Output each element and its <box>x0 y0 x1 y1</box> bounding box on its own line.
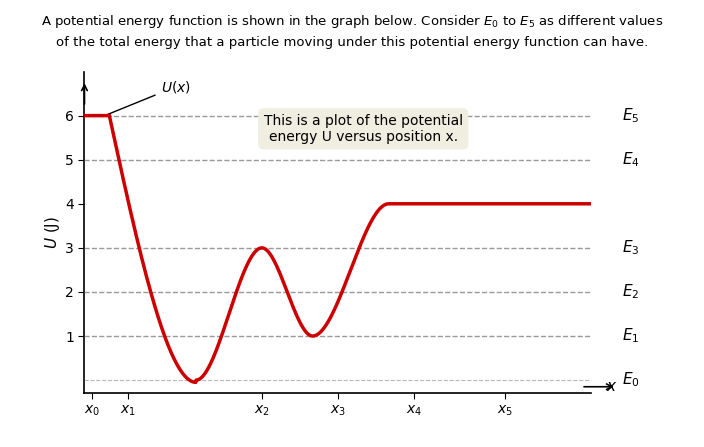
Text: of the total energy that a particle moving under this potential energy function : of the total energy that a particle movi… <box>56 36 648 49</box>
Text: $E_2$: $E_2$ <box>622 283 639 301</box>
Text: This is a plot of the potential
energy U versus position x.: This is a plot of the potential energy U… <box>264 114 463 144</box>
Text: $x$: $x$ <box>606 379 617 394</box>
Text: $U(x)$: $U(x)$ <box>107 79 191 114</box>
Text: $E_4$: $E_4$ <box>622 150 639 169</box>
Text: $E_3$: $E_3$ <box>622 239 639 257</box>
Text: $E_1$: $E_1$ <box>622 327 639 346</box>
Text: $E_0$: $E_0$ <box>622 371 639 389</box>
Y-axis label: $U$ (J): $U$ (J) <box>44 216 63 249</box>
Text: A potential energy function is shown in the graph below. Consider $\mathit{E_0}$: A potential energy function is shown in … <box>41 13 663 30</box>
Text: $E_5$: $E_5$ <box>622 106 639 125</box>
